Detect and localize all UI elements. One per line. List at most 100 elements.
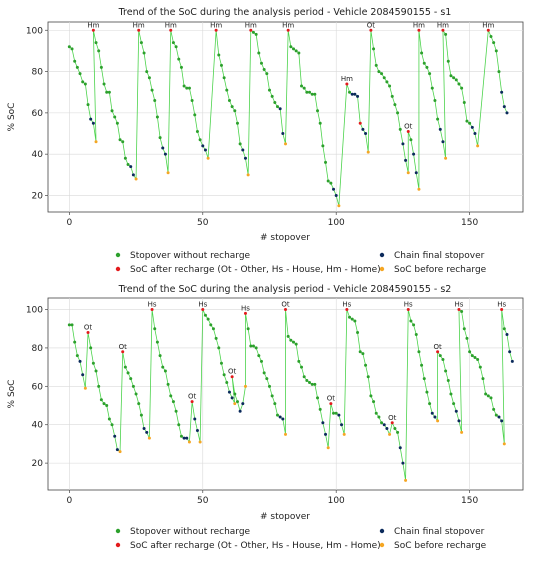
stopover-point	[286, 334, 290, 338]
stopover-point	[142, 51, 146, 55]
x-tick-label: 150	[461, 496, 478, 506]
chain-final-stopover-point	[238, 409, 242, 413]
stopover-point	[198, 138, 202, 142]
stopover-point	[99, 65, 103, 69]
chain-final-stopover-point	[230, 396, 234, 400]
stopover-point	[428, 402, 432, 406]
chain-final-stopover-point	[241, 148, 245, 152]
stopover-point	[473, 356, 477, 360]
stopover-point	[230, 105, 234, 109]
stopover-point	[171, 41, 175, 45]
chain-final-stopover-point	[332, 187, 336, 191]
stopover-point	[454, 78, 458, 82]
soc-before-recharge-point	[233, 402, 237, 406]
stopover-point	[305, 379, 309, 383]
stopover-point	[113, 115, 117, 119]
stopover-point	[425, 390, 429, 394]
soc-after-recharge-point	[457, 308, 461, 312]
chain-final-stopover-point	[361, 127, 365, 131]
y-tick-label: 100	[26, 306, 43, 316]
stopover-point	[393, 103, 397, 107]
stopover-point	[227, 98, 231, 102]
stopover-point	[444, 369, 448, 373]
soc-after-recharge-point	[345, 308, 349, 312]
soc-before-recharge-point	[417, 187, 421, 191]
stopover-point	[147, 76, 151, 80]
stopover-point	[131, 384, 135, 388]
stopover-point	[313, 92, 317, 96]
recharge-location-label: Ot	[367, 21, 376, 29]
stopover-point	[305, 90, 309, 94]
legend-marker-after-recharge	[115, 542, 121, 548]
chart-title: Trend of the SoC during the analysis per…	[118, 284, 452, 295]
legend-marker-stopover	[115, 528, 121, 534]
chain-final-stopover-point	[281, 417, 285, 421]
chain-final-stopover-point	[414, 171, 418, 175]
recharge-location-label: Ot	[327, 395, 336, 403]
chain-final-stopover-point	[203, 148, 207, 152]
stopover-point	[292, 47, 296, 51]
stopover-point	[481, 377, 485, 381]
stopover-point	[396, 111, 400, 115]
stopover-point	[377, 70, 381, 74]
stopover-point	[350, 317, 354, 321]
stopover-point	[105, 404, 109, 408]
soc-before-recharge-point	[404, 478, 408, 482]
stopover-point	[94, 369, 98, 373]
stopover-point	[126, 371, 130, 375]
chain-final-stopover-point	[500, 419, 504, 423]
stopover-point	[190, 98, 194, 102]
recharge-location-label: Ot	[404, 122, 413, 130]
chart-panel-s1: Trend of the SoC during the analysis per…	[7, 7, 524, 275]
stopover-point	[462, 101, 466, 105]
stopover-point	[174, 409, 178, 413]
chain-final-stopover-point	[502, 105, 506, 109]
chain-final-stopover-point	[334, 193, 338, 197]
stopover-point	[468, 350, 472, 354]
stopover-point	[393, 427, 397, 431]
chain-final-stopover-point	[457, 419, 461, 423]
chain-final-stopover-point	[510, 359, 514, 363]
chain-final-stopover-point	[278, 107, 282, 111]
stopover-point	[177, 57, 181, 61]
stopover-point	[316, 396, 320, 400]
stopover-point	[166, 382, 170, 386]
legend-item-before-recharge: SoC before recharge	[394, 265, 487, 275]
chain-final-stopover-point	[193, 417, 197, 421]
soc-after-recharge-point	[249, 28, 253, 32]
stopover-point	[254, 32, 258, 36]
chain-final-stopover-point	[441, 140, 445, 144]
stopover-point	[187, 86, 191, 90]
stopover-point	[99, 398, 103, 402]
stopover-point	[358, 350, 362, 354]
chain-final-stopover-point	[115, 448, 119, 452]
recharge-location-label: Hs	[454, 301, 463, 309]
stopover-point	[377, 415, 381, 419]
stopover-point	[417, 350, 421, 354]
stopover-point	[139, 413, 143, 417]
chain-final-stopover-point	[281, 132, 285, 136]
y-tick-label: 40	[32, 150, 44, 160]
stopover-point	[91, 361, 95, 365]
stopover-point	[318, 407, 322, 411]
stopover-point	[302, 375, 306, 379]
stopover-point	[372, 400, 376, 404]
chain-final-stopover-point	[356, 94, 360, 98]
stopover-point	[206, 317, 210, 321]
recharge-location-label: Hs	[148, 301, 157, 309]
stopover-point	[193, 113, 197, 117]
chain-final-stopover-point	[321, 421, 325, 425]
stopover-point	[492, 41, 496, 45]
legend-item-before-recharge: SoC before recharge	[394, 541, 487, 551]
chain-final-stopover-point	[201, 144, 205, 148]
stopover-point	[465, 119, 469, 123]
plot-frame	[47, 297, 524, 491]
recharge-location-label: Hm	[165, 21, 177, 29]
recharge-location-label: Hm	[87, 21, 99, 29]
stopover-point	[121, 140, 125, 144]
recharge-location-label: Hm	[413, 21, 425, 29]
soc-before-recharge-point	[134, 177, 138, 181]
recharge-location-label: Ot	[228, 368, 237, 376]
plot-frame	[47, 21, 524, 213]
recharge-location-label: Hs	[404, 301, 413, 309]
